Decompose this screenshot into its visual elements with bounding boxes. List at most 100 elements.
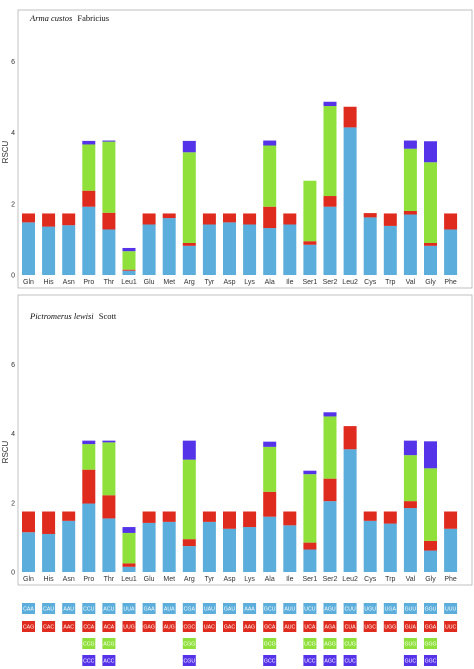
codon-cell	[343, 655, 357, 666]
codon-cell	[142, 603, 156, 614]
x-tick-label: His	[44, 576, 55, 583]
bar-segment	[323, 416, 337, 479]
bar-segment	[82, 469, 96, 504]
bar-segment	[343, 106, 357, 128]
x-tick-label: Asp	[223, 576, 235, 583]
codon-label: GUC	[405, 659, 417, 665]
codon-cell	[323, 621, 337, 632]
codon-cell	[223, 603, 236, 614]
codon-cell	[22, 603, 35, 614]
bar-segment	[142, 224, 156, 275]
bar-segment	[182, 440, 196, 460]
bar-segment	[323, 478, 337, 502]
codon-cell	[303, 638, 317, 649]
codon-label: AAU	[63, 607, 74, 613]
codon-label: AGU	[324, 607, 335, 613]
x-tick-label: Met	[163, 279, 175, 286]
bar-segment	[122, 251, 136, 270]
bar-segment	[263, 516, 277, 572]
codon-label: GGG	[424, 642, 436, 648]
bar-segment	[303, 474, 317, 543]
codon-label: CAU	[43, 607, 54, 613]
bar-segment	[424, 441, 437, 469]
bar-segment	[102, 440, 116, 443]
bar-segment	[42, 533, 56, 572]
bar-segment	[202, 511, 216, 522]
codon-cell	[82, 603, 96, 614]
codon-cell	[182, 638, 196, 649]
x-tick-label: Trp	[385, 279, 395, 286]
bar-segment	[303, 549, 317, 572]
bar-segment	[22, 222, 35, 275]
codon-label: GAC	[224, 625, 235, 631]
codon-cell	[182, 621, 196, 632]
codon-label: UAC	[204, 625, 215, 631]
codon-cell	[122, 603, 136, 614]
codon-cell	[42, 621, 56, 632]
bar-segment	[323, 412, 337, 417]
codon-label: AUC	[284, 625, 295, 631]
bar-segment	[42, 511, 56, 534]
codon-cell	[22, 621, 35, 632]
codon-label: GGU	[425, 607, 437, 613]
codon-label: UCA	[304, 625, 315, 631]
bar-segment	[202, 213, 216, 225]
bar-segment	[102, 229, 116, 275]
x-tick-label: Ser2	[323, 279, 338, 286]
codon-label: AUU	[284, 607, 295, 613]
bar-segment	[62, 225, 76, 275]
bar-segment	[122, 563, 136, 567]
bar-segment	[182, 539, 196, 547]
codon-cell	[243, 603, 257, 614]
codon-cell	[142, 621, 156, 632]
y-tick-label: 2	[11, 500, 15, 507]
codon-label: CGC	[184, 625, 196, 631]
codon-cell	[343, 603, 357, 614]
bar-segment	[383, 225, 397, 275]
codon-label: AAG	[244, 625, 255, 631]
bar-segment	[102, 141, 116, 213]
x-tick-label: Asn	[63, 279, 75, 286]
bar-segment	[383, 511, 397, 524]
codon-label: CUG	[344, 642, 356, 648]
bar-segment	[162, 218, 176, 275]
y-tick-label: 0	[11, 273, 15, 280]
x-tick-label: Trp	[385, 576, 395, 583]
bar-segment	[62, 520, 76, 572]
codon-label: UUU	[445, 607, 456, 613]
bar-segment	[283, 224, 297, 275]
codon-cell	[182, 655, 196, 666]
bar-segment	[424, 550, 437, 572]
bar-segment	[403, 140, 417, 149]
bar-segment	[202, 521, 216, 572]
bar-segment	[403, 148, 417, 211]
x-tick-label: Ser1	[303, 279, 318, 286]
codon-label: CUU	[344, 607, 355, 613]
bar-segment	[182, 546, 196, 572]
bar-segment	[323, 101, 337, 107]
bar-segment	[142, 511, 156, 523]
codon-cell	[202, 603, 216, 614]
codon-cell	[102, 621, 116, 632]
bar-segment	[323, 206, 337, 275]
codon-label: ACA	[104, 625, 115, 631]
bar-segment	[444, 528, 458, 572]
codon-label: GCG	[264, 642, 276, 648]
codon-label: AAA	[244, 607, 255, 613]
bar-segment	[263, 441, 277, 447]
x-tick-label: Phe	[444, 279, 457, 286]
bar-segment	[142, 213, 156, 225]
codon-cell	[424, 638, 437, 649]
bar-segment	[403, 455, 417, 502]
y-tick-label: 2	[11, 201, 15, 208]
bar-segment	[102, 212, 116, 230]
x-tick-label: Ser1	[303, 576, 318, 583]
y-axis-label: RSCU	[1, 440, 10, 463]
codon-cell	[263, 603, 277, 614]
codon-label: UGG	[384, 625, 396, 631]
bar-segment	[122, 527, 136, 533]
codon-cell	[303, 655, 317, 666]
x-tick-label: Ser2	[323, 576, 338, 583]
codon-cell	[403, 603, 417, 614]
